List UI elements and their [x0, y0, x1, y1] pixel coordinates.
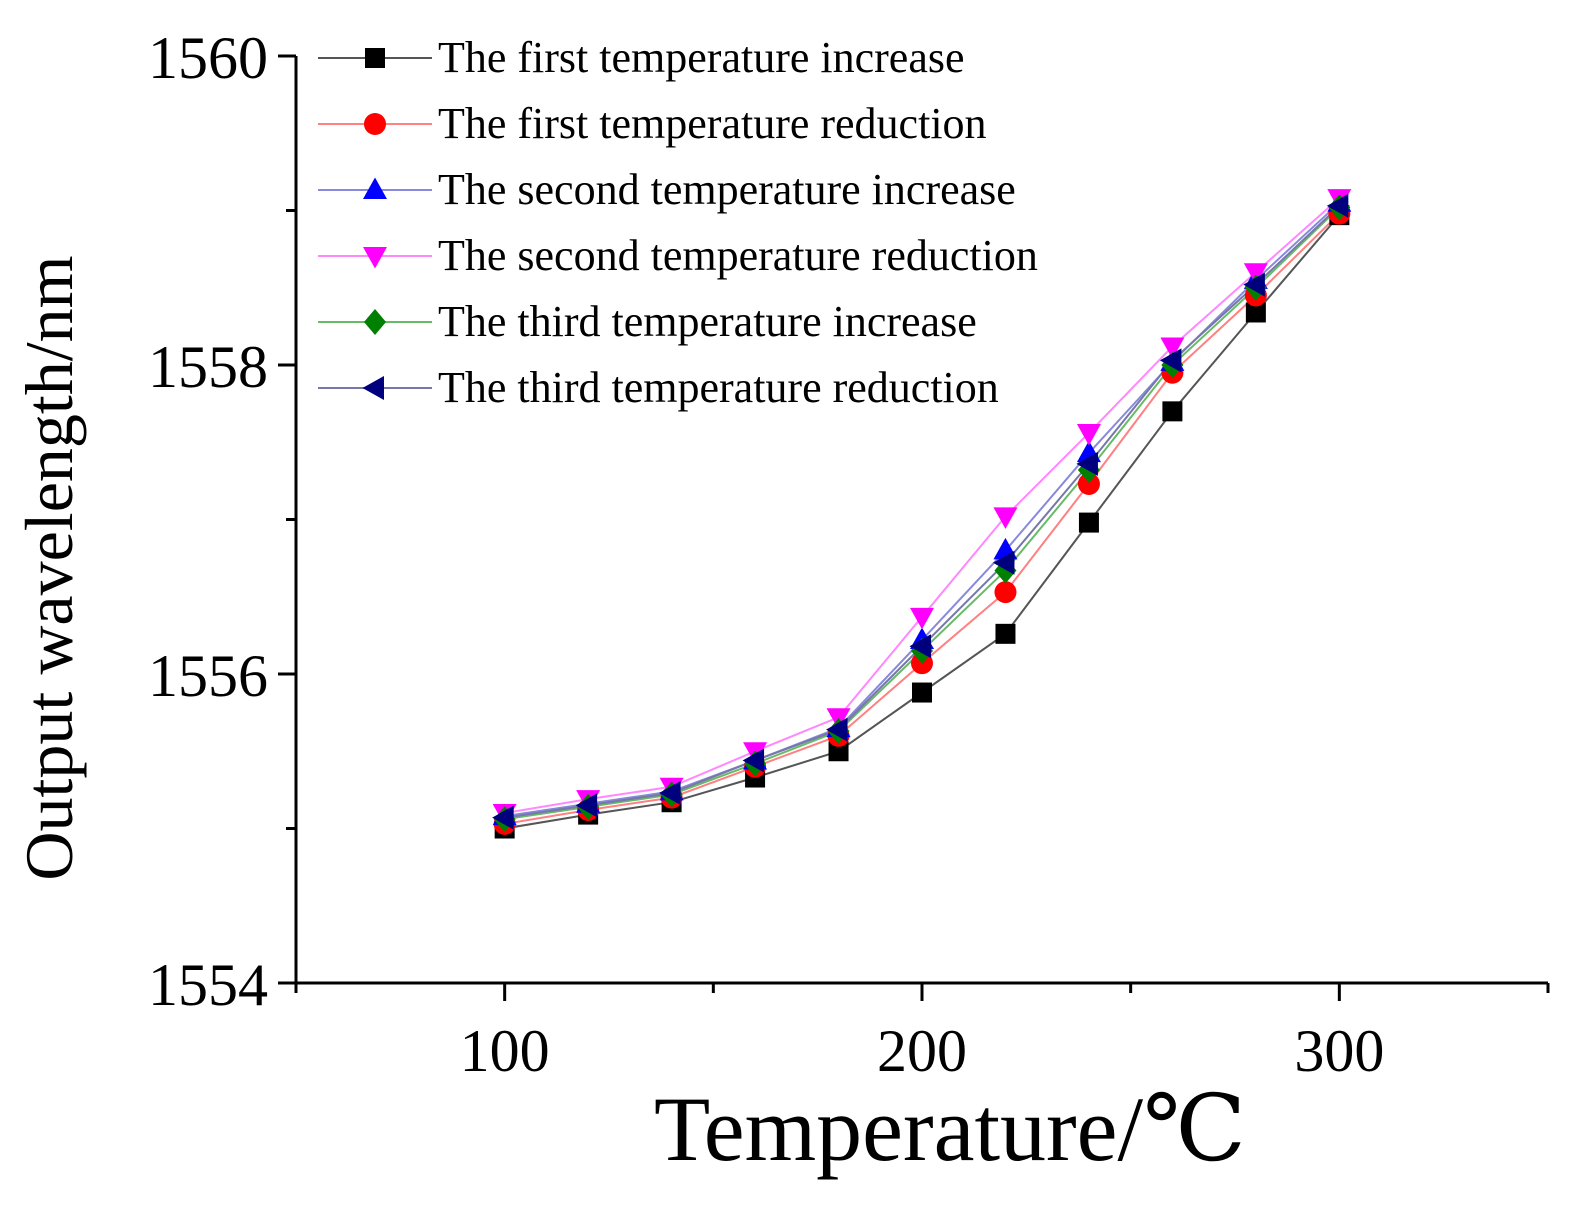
data-point — [1162, 401, 1183, 422]
legend-label: The first temperature increase — [438, 33, 965, 82]
series-markers-6 — [492, 193, 1349, 830]
legend-label: The third temperature increase — [438, 297, 977, 346]
data-point — [992, 550, 1015, 575]
x-tick-label: 100 — [460, 1018, 550, 1084]
legend-item: The second temperature reduction — [318, 231, 1038, 280]
data-point — [995, 623, 1016, 644]
legend-item: The first temperature reduction — [318, 99, 987, 148]
data-point — [910, 607, 934, 630]
ticks — [278, 54, 1550, 1001]
legend-marker — [363, 177, 387, 199]
legend: The first temperature increase The first … — [318, 33, 1038, 412]
series-line-3 — [504, 202, 1340, 818]
data-point — [1076, 423, 1101, 446]
data-point — [1077, 472, 1100, 495]
y-axis-title: Output wavelength/nm — [11, 255, 87, 880]
legend-marker — [362, 376, 384, 400]
legend-item: The third temperature increase — [318, 297, 977, 346]
data-point — [1159, 348, 1182, 373]
x-tick-label: 200 — [877, 1018, 967, 1084]
data-point — [828, 741, 849, 762]
y-tick-label: 1560 — [148, 25, 268, 91]
data-point — [1243, 272, 1265, 297]
data-point — [1326, 193, 1349, 218]
legend-marker — [364, 309, 386, 335]
data-point — [492, 805, 514, 830]
series-markers-4 — [492, 189, 1352, 826]
legend-item: The third temperature reduction — [318, 363, 999, 412]
data-point — [1243, 263, 1268, 285]
data-point — [1078, 512, 1099, 533]
data-point — [909, 634, 931, 659]
legend-marker — [364, 113, 386, 135]
data-point — [993, 507, 1018, 529]
data-point — [659, 780, 681, 805]
data-point — [994, 581, 1017, 604]
data-point — [826, 717, 848, 742]
legend-item: The first temperature increase — [318, 33, 965, 82]
legend-item: The second temperature increase — [318, 165, 1016, 214]
data-point — [1076, 451, 1098, 476]
y-tick-label: 1554 — [148, 952, 268, 1018]
legend-label: The second temperature reduction — [438, 231, 1038, 280]
legend-marker — [365, 48, 385, 68]
x-axis-title: Temperature/℃ — [654, 1078, 1246, 1180]
data-point — [575, 793, 598, 818]
series-markers — [492, 189, 1352, 839]
series-markers-5 — [493, 194, 1351, 833]
y-tick-label: 1558 — [148, 334, 268, 400]
series-line-4 — [504, 197, 1340, 815]
legend-marker — [363, 247, 387, 269]
legend-label: The third temperature reduction — [438, 363, 999, 412]
data-point — [742, 748, 765, 773]
legend-label: The first temperature reduction — [438, 99, 987, 148]
y-tick-label: 1556 — [148, 643, 268, 709]
series-lines — [504, 197, 1341, 830]
data-point — [912, 682, 932, 703]
data-point — [1245, 302, 1266, 323]
series-markers-3 — [492, 190, 1352, 826]
legend-label: The second temperature increase — [438, 165, 1016, 214]
tick-labels: 1554 1556 1558 1560 100 200 300 — [148, 25, 1384, 1084]
data-point — [1160, 337, 1185, 359]
x-tick-label: 300 — [1294, 1018, 1384, 1084]
